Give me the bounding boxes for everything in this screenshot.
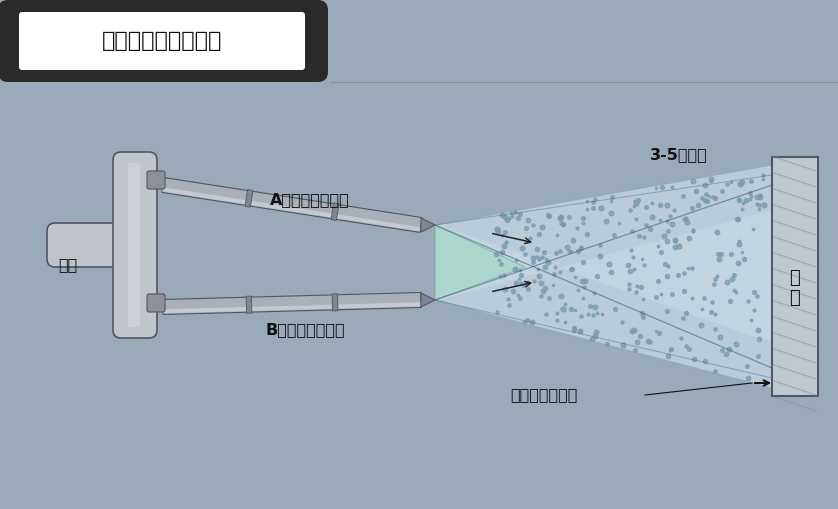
Text: 面: 面 (789, 289, 800, 307)
Polygon shape (163, 293, 422, 315)
Polygon shape (331, 203, 339, 220)
FancyBboxPatch shape (19, 12, 305, 70)
Text: 丙烯酸盐喷膜示意图: 丙烯酸盐喷膜示意图 (101, 31, 222, 51)
Polygon shape (246, 296, 252, 313)
Polygon shape (435, 165, 772, 388)
Text: 喷枪: 喷枪 (59, 258, 78, 272)
Text: A组份（氧化剂）: A组份（氧化剂） (270, 192, 350, 208)
Text: B组份（还原剂）: B组份（还原剂） (265, 323, 344, 337)
FancyBboxPatch shape (47, 223, 143, 267)
Text: 基: 基 (789, 269, 800, 287)
Bar (772, 157, 818, 396)
FancyBboxPatch shape (147, 294, 165, 312)
Polygon shape (245, 189, 253, 207)
Text: 丙烯酸盐防水膜: 丙烯酸盐防水膜 (510, 387, 577, 403)
FancyBboxPatch shape (113, 152, 157, 338)
Text: 3-5秒聚合: 3-5秒聚合 (650, 148, 708, 162)
Polygon shape (162, 187, 421, 231)
FancyBboxPatch shape (0, 0, 328, 82)
Polygon shape (163, 302, 422, 314)
Polygon shape (435, 225, 525, 300)
Polygon shape (162, 178, 422, 233)
Polygon shape (440, 210, 772, 343)
FancyBboxPatch shape (147, 171, 165, 189)
FancyBboxPatch shape (128, 163, 140, 327)
Polygon shape (421, 218, 435, 232)
Polygon shape (332, 294, 338, 311)
Polygon shape (421, 293, 435, 307)
